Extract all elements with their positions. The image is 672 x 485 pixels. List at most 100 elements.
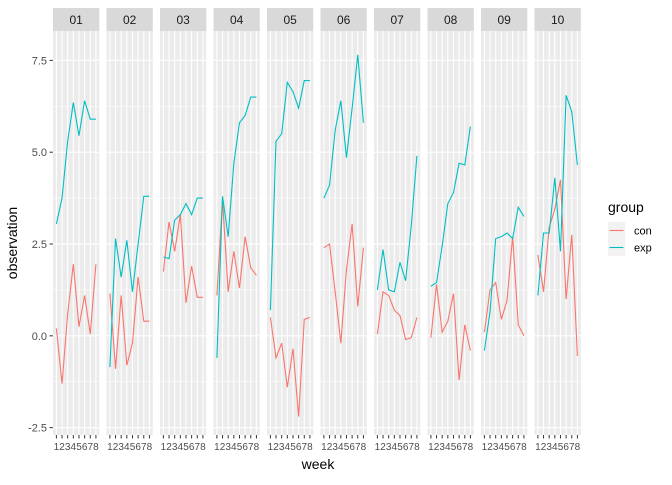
- x-tick-label: 7: [515, 442, 521, 453]
- x-tick-label: 6: [349, 442, 355, 453]
- y-tick-label: -2.5: [28, 423, 47, 435]
- x-tick-label: 5: [504, 442, 510, 453]
- legend-title: group: [608, 199, 644, 215]
- y-axis-label: observation: [4, 207, 20, 279]
- x-tick-label: 7: [248, 442, 254, 453]
- series-line-exp: [323, 54, 364, 199]
- y-tick-label: 0.0: [32, 331, 47, 343]
- x-tick-label: 6: [82, 442, 88, 453]
- facet-strip-label: 07: [390, 13, 404, 27]
- facet-panel-05: 05 1 2 3 4 5 6 7 8: [267, 8, 314, 453]
- x-tick-label: 8: [200, 442, 206, 453]
- panel-background: [106, 31, 153, 435]
- facet-strip: [374, 8, 421, 31]
- x-tick-label: 4: [124, 442, 130, 453]
- x-tick-label: 8: [361, 442, 367, 453]
- facet-strip: [534, 8, 581, 31]
- facet-strip-label: 03: [176, 13, 190, 27]
- series-line-exp: [109, 195, 150, 368]
- x-tick-label: 3: [225, 442, 231, 453]
- facet-strip: [213, 8, 260, 31]
- x-tick-label: 2: [487, 442, 493, 453]
- x-tick-label: 1: [214, 442, 220, 453]
- y-axis: -2.5 0.0 2.5 5.0 7.5: [28, 55, 53, 435]
- x-tick-label: 5: [451, 442, 457, 453]
- panel-background: [427, 31, 474, 435]
- x-tick-label: 7: [355, 442, 361, 453]
- legend-entry-exp: exp: [608, 239, 652, 256]
- x-tick-label: 8: [414, 442, 420, 453]
- panel-background: [267, 31, 314, 435]
- series-line-exp: [483, 205, 525, 351]
- panel-background: [374, 31, 421, 435]
- x-tick-label: 1: [321, 442, 327, 453]
- x-tick-label: 6: [510, 442, 516, 453]
- panel-background: [481, 31, 528, 435]
- x-tick-label: 2: [327, 442, 333, 453]
- facet-strip-label: 10: [551, 13, 565, 27]
- x-tick-label: 8: [254, 442, 260, 453]
- facet-strip-label: 09: [497, 13, 511, 27]
- facet-strip-label: 02: [123, 13, 137, 27]
- x-tick-label: 5: [76, 442, 82, 453]
- facet-panel-07: 07 1 2 3 4 5 6 7 8: [374, 8, 421, 453]
- facet-strip: [160, 8, 207, 31]
- x-tick-label: 7: [194, 442, 200, 453]
- x-tick-label: 5: [130, 442, 136, 453]
- x-tick-label: 6: [563, 442, 569, 453]
- facet-strip-label: 06: [337, 13, 351, 27]
- x-tick-label: 5: [558, 442, 564, 453]
- facet-strip: [267, 8, 314, 31]
- facet-panel-10: 10 1 2 3 4 5 6 7 8: [534, 8, 581, 453]
- x-tick-label: 3: [386, 442, 392, 453]
- series-line-con: [537, 179, 578, 357]
- series-line-con: [55, 264, 97, 384]
- facet-strip: [481, 8, 528, 31]
- panel-background: [160, 31, 207, 435]
- series-line-exp: [537, 95, 578, 296]
- x-tick-label: 8: [147, 442, 153, 453]
- x-tick-label: 3: [546, 442, 552, 453]
- panel-background: [320, 31, 367, 435]
- y-tick-label: 2.5: [32, 239, 47, 251]
- x-tick-label: 5: [183, 442, 189, 453]
- x-tick-label: 3: [493, 442, 499, 453]
- series-line-con: [162, 214, 203, 303]
- x-tick-label: 2: [166, 442, 172, 453]
- x-tick-label: 7: [408, 442, 414, 453]
- x-tick-label: 6: [403, 442, 409, 453]
- series-line-con: [323, 223, 364, 344]
- facet-strip-label: 08: [444, 13, 458, 27]
- facet-strip: [427, 8, 474, 31]
- x-tick-label: 4: [71, 442, 77, 453]
- x-tick-label: 4: [285, 442, 291, 453]
- x-tick-label: 5: [344, 442, 350, 453]
- series-line-exp: [376, 155, 418, 293]
- x-tick-label: 3: [65, 442, 71, 453]
- series-line-con: [269, 316, 311, 417]
- x-tick-label: 5: [237, 442, 243, 453]
- x-tick-label: 1: [535, 442, 541, 453]
- series-line-exp: [216, 96, 257, 358]
- x-tick-label: 2: [380, 442, 386, 453]
- series-line-exp: [55, 100, 96, 224]
- x-tick-label: 4: [392, 442, 398, 453]
- x-tick-label: 8: [307, 442, 313, 453]
- x-tick-label: 2: [434, 442, 440, 453]
- x-tick-label: 2: [273, 442, 279, 453]
- facet-panel-03: 03 1 2 3 4 5 6 7 8: [160, 8, 207, 453]
- x-tick-label: 2: [113, 442, 119, 453]
- x-tick-label: 7: [87, 442, 93, 453]
- y-tick-label: 5.0: [32, 147, 47, 159]
- series-line-exp: [430, 126, 471, 287]
- series-line-con: [216, 199, 257, 296]
- x-tick-label: 1: [54, 442, 60, 453]
- x-tick-label: 5: [397, 442, 403, 453]
- x-tick-label: 1: [268, 442, 274, 453]
- series-line-exp: [269, 80, 310, 311]
- x-tick-label: 3: [118, 442, 124, 453]
- x-tick-label: 8: [521, 442, 527, 453]
